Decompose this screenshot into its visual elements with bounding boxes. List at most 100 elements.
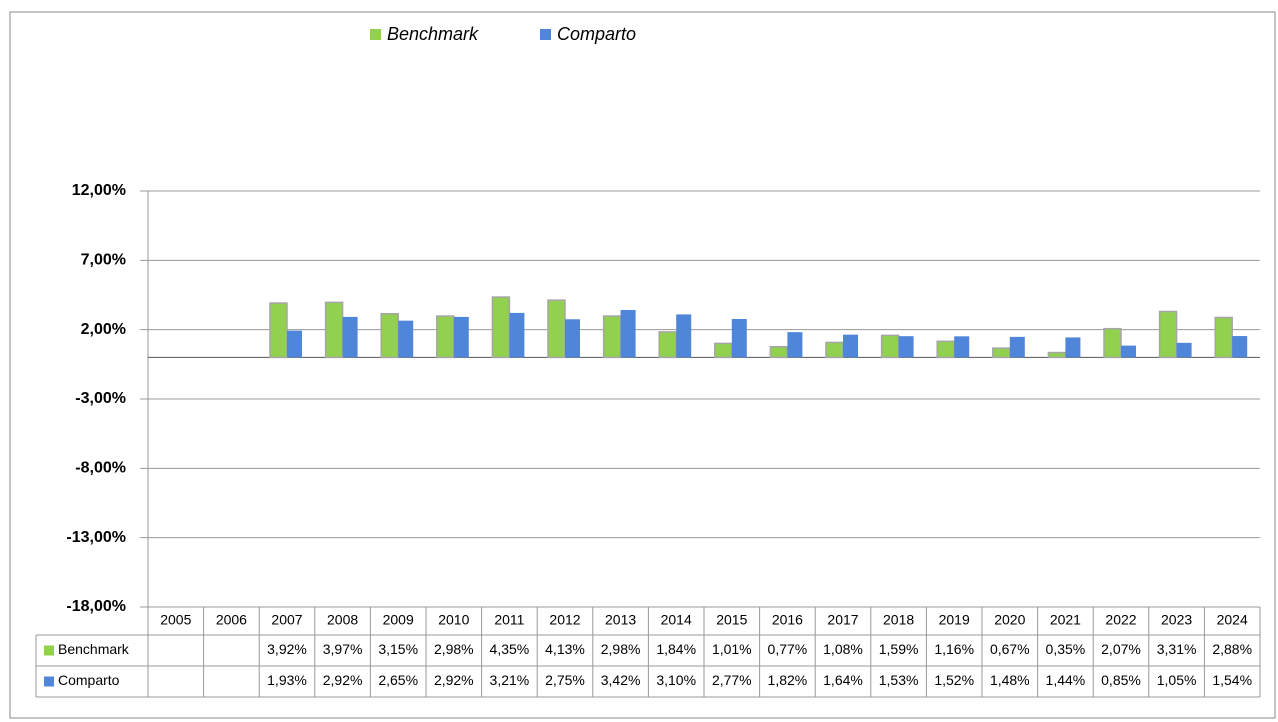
y-tick-label: -8,00% — [75, 460, 126, 477]
table-value: 1,16% — [934, 641, 974, 657]
table-value: 0,77% — [768, 641, 808, 657]
x-tick-label: 2009 — [383, 612, 414, 628]
legend-key — [540, 29, 551, 40]
table-value: 1,52% — [934, 672, 974, 688]
bar — [491, 296, 511, 359]
table-value: 1,84% — [656, 641, 696, 657]
chart-frame — [9, 11, 1276, 719]
bar — [992, 347, 1011, 359]
table-value: 3,21% — [490, 672, 530, 688]
x-tick-label: 2011 — [494, 612, 524, 628]
table-row-label: Comparto — [58, 672, 120, 688]
bar — [1009, 336, 1025, 358]
x-tick-label: 2008 — [327, 612, 358, 628]
x-tick-label: 2017 — [827, 612, 858, 628]
bar — [1158, 310, 1178, 359]
table-value: 2,75% — [545, 672, 585, 688]
bar — [880, 334, 900, 359]
bar — [620, 309, 636, 358]
bar — [714, 342, 733, 359]
bar — [1121, 345, 1136, 358]
x-tick-label: 2012 — [549, 612, 580, 628]
bar — [658, 331, 677, 359]
table-value: 2,92% — [434, 672, 474, 688]
table-value: 0,67% — [990, 641, 1030, 657]
bar — [843, 334, 858, 358]
x-tick-label: 2019 — [939, 612, 970, 628]
table-value: 3,92% — [267, 641, 307, 657]
table-value: 1,48% — [990, 672, 1030, 688]
bar — [565, 319, 580, 358]
legend-key — [370, 29, 381, 40]
bar — [380, 312, 399, 359]
table-value: 3,15% — [378, 641, 418, 657]
legend-label: Benchmark — [387, 24, 479, 44]
table-value: 1,64% — [823, 672, 863, 688]
bar — [825, 341, 844, 359]
x-tick-label: 2020 — [994, 612, 1025, 628]
bar — [436, 315, 455, 359]
table-value: 2,88% — [1212, 641, 1252, 657]
table-value: 1,05% — [1157, 672, 1197, 688]
y-tick-label: -13,00% — [66, 529, 126, 546]
bar — [453, 316, 469, 358]
table-value: 3,10% — [656, 672, 696, 688]
x-tick-label: 2022 — [1105, 612, 1136, 628]
y-tick-label: -3,00% — [75, 390, 126, 407]
table-value: 1,53% — [879, 672, 919, 688]
x-tick-label: 2014 — [661, 612, 692, 628]
bar — [676, 314, 692, 358]
bar — [936, 340, 955, 359]
x-tick-label: 2005 — [160, 612, 191, 628]
bar — [1103, 327, 1122, 359]
bar — [342, 316, 358, 358]
table-value: 2,98% — [434, 641, 474, 657]
table-value: 3,42% — [601, 672, 641, 688]
bar — [324, 301, 344, 359]
x-tick-label: 2010 — [438, 612, 469, 628]
x-tick-label: 2023 — [1161, 612, 1192, 628]
table-legend-key — [44, 676, 54, 687]
y-tick-label: 7,00% — [81, 252, 126, 269]
x-tick-label: 2021 — [1050, 612, 1081, 628]
bar — [398, 320, 414, 358]
table-value: 1,82% — [768, 672, 808, 688]
bar — [787, 332, 803, 358]
bar — [547, 299, 566, 359]
bar — [954, 336, 970, 358]
table-value: 0,35% — [1046, 641, 1086, 657]
table-legend-key — [44, 645, 54, 656]
x-tick-label: 2016 — [772, 612, 803, 628]
bar — [898, 336, 914, 358]
table-value: 2,92% — [323, 672, 363, 688]
table-value: 4,13% — [545, 641, 585, 657]
y-tick-label: -18,00% — [66, 598, 126, 615]
bar — [287, 330, 302, 358]
bar — [509, 312, 525, 358]
table-value: 0,85% — [1101, 672, 1141, 688]
legend-label: Comparto — [557, 24, 636, 44]
table-value: 1,54% — [1212, 672, 1252, 688]
table-value: 4,35% — [490, 641, 530, 657]
table-value: 2,07% — [1101, 641, 1141, 657]
x-tick-label: 2006 — [216, 612, 247, 628]
bar — [1065, 337, 1081, 358]
x-tick-label: 2018 — [883, 612, 914, 628]
table-value: 2,98% — [601, 641, 641, 657]
bar — [769, 345, 789, 359]
table-value: 2,65% — [378, 672, 418, 688]
table-value: 3,97% — [323, 641, 363, 657]
bar — [1214, 316, 1233, 359]
y-tick-label: 12,00% — [72, 182, 126, 199]
table-value: 1,08% — [823, 641, 863, 657]
x-tick-label: 2024 — [1217, 612, 1248, 628]
x-tick-label: 2015 — [716, 612, 747, 628]
bar — [602, 315, 622, 359]
bar — [1232, 336, 1248, 358]
table-value: 2,77% — [712, 672, 752, 688]
bar — [731, 318, 747, 358]
table-row-label: Benchmark — [58, 641, 130, 657]
table-value: 3,31% — [1157, 641, 1197, 657]
x-tick-label: 2007 — [271, 612, 302, 628]
